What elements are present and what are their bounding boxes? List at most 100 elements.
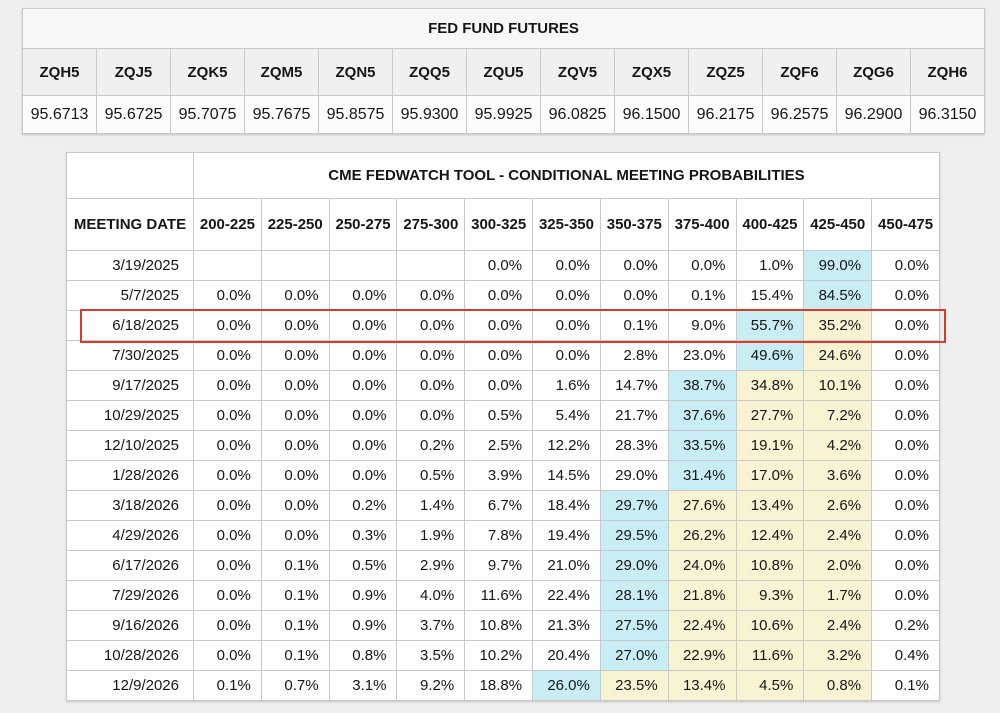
probability-cell: 0.5% [464, 400, 534, 431]
meeting-row: 9/16/2026 0.0% 0.1% 0.9% 3.7% 10.8% 21.3% 27.5%… [66, 610, 940, 641]
meeting-date-cell: 7/30/2025 [66, 340, 194, 371]
probability-cell: 27.0% [599, 640, 669, 671]
fed-fund-futures-table: FED FUND FUTURES ZQH5 ZQJ5 ZQK5 ZQM5 ZQN5 ZQQ… [22, 8, 985, 134]
rate-range-header: 375-400 [667, 198, 737, 251]
probability-cell: 31.4% [667, 460, 737, 491]
probability-cell: 35.2% [803, 310, 873, 341]
probability-cell: 0.0% [260, 430, 330, 461]
probability-cell: 0.8% [328, 640, 398, 671]
probability-cell: 37.6% [667, 400, 737, 431]
futures-price-cell: 96.2175 [688, 95, 763, 134]
probability-cell: 10.2% [464, 640, 534, 671]
rate-range-header: 225-250 [260, 198, 330, 251]
probability-cell: 0.0% [193, 340, 262, 371]
probability-cell: 22.4% [532, 580, 601, 611]
probability-cell: 9.7% [464, 550, 534, 581]
meeting-row: 7/30/2025 0.0% 0.0% 0.0% 0.0% 0.0% 0.0% 2.8% 23.… [66, 340, 940, 371]
probability-cell: 0.0% [871, 580, 940, 611]
futures-price-cell: 96.1500 [614, 95, 689, 134]
probability-cell: 0.0% [193, 460, 262, 491]
probability-cell: 21.8% [667, 580, 737, 611]
probability-cell: 0.0% [193, 580, 262, 611]
futures-symbol-header: ZQJ5 [96, 48, 171, 96]
probability-cell: 38.7% [667, 370, 737, 401]
probability-cell: 84.5% [803, 280, 873, 311]
futures-symbol-header: ZQH5 [22, 48, 97, 96]
probability-cell: 0.5% [328, 550, 398, 581]
probability-cell: 0.0% [260, 310, 330, 341]
probability-cell: 0.0% [193, 430, 262, 461]
probability-cell: 0.0% [328, 340, 398, 371]
probability-cell: 0.0% [328, 400, 398, 431]
probability-cell: 18.8% [464, 670, 534, 701]
meeting-date-cell: 4/29/2026 [66, 520, 194, 551]
probability-cell: 0.0% [599, 280, 669, 311]
rate-range-header: 300-325 [464, 198, 534, 251]
probability-cell: 24.6% [803, 340, 873, 371]
probability-cell: 9.3% [735, 580, 805, 611]
probability-cell: 0.1% [260, 640, 330, 671]
probability-cell: 17.0% [735, 460, 805, 491]
meeting-row: 10/29/2025 0.0% 0.0% 0.0% 0.0% 0.5% 5.4% 21.7% 3… [66, 400, 940, 431]
probability-cell: 1.0% [735, 250, 805, 281]
probability-cell: 0.0% [464, 280, 534, 311]
meeting-row: 9/17/2025 0.0% 0.0% 0.0% 0.0% 0.0% 1.6% 14.7% 38… [66, 370, 940, 401]
futures-symbol-header: ZQF6 [762, 48, 837, 96]
probability-cell: 0.0% [871, 520, 940, 551]
rate-range-header: 325-350 [532, 198, 601, 251]
probability-cell: 3.2% [803, 640, 873, 671]
probability-cell [193, 250, 262, 281]
probability-cell: 0.0% [328, 430, 398, 461]
probability-cell: 0.0% [464, 250, 534, 281]
probability-cell: 4.5% [735, 670, 805, 701]
probability-cell: 0.1% [260, 580, 330, 611]
probability-cell: 0.0% [871, 430, 940, 461]
futures-title-row: FED FUND FUTURES [22, 8, 985, 49]
probability-cell [260, 250, 330, 281]
probability-cell: 9.2% [396, 670, 466, 701]
probability-cell: 0.0% [193, 610, 262, 641]
probability-cell: 14.7% [599, 370, 669, 401]
futures-symbol-row: ZQH5 ZQJ5 ZQK5 ZQM5 ZQN5 ZQQ5 ZQU5 ZQV5 ZQX5 ZQZ5… [22, 48, 985, 96]
probability-cell: 29.0% [599, 550, 669, 581]
futures-price-cell: 96.2900 [836, 95, 911, 134]
probability-cell: 19.4% [532, 520, 601, 551]
probability-cell: 0.0% [260, 460, 330, 491]
futures-price-cell: 95.7675 [244, 95, 319, 134]
probability-cell: 0.0% [871, 310, 940, 341]
probability-cell: 29.7% [599, 490, 669, 521]
probability-cell: 13.4% [667, 670, 737, 701]
probability-cell: 12.4% [735, 520, 805, 551]
probability-cell: 0.0% [193, 280, 262, 311]
probability-cell: 0.0% [464, 310, 534, 341]
probability-cell: 26.2% [667, 520, 737, 551]
probability-cell: 1.6% [532, 370, 601, 401]
meeting-row: 12/9/2026 0.1% 0.7% 3.1% 9.2% 18.8% 26.0% 23.5%… [66, 670, 940, 701]
futures-price-cell: 95.9925 [466, 95, 541, 134]
meeting-date-cell: 9/16/2026 [66, 610, 194, 641]
probability-cell: 0.0% [396, 370, 466, 401]
fedwatch-body: 3/19/2025 0.0% 0.0% 0.0% 0.0% 1.0% 99.0% 0.0% 5/… [66, 250, 940, 701]
probability-cell: 3.5% [396, 640, 466, 671]
probability-cell: 0.0% [328, 460, 398, 491]
cme-fedwatch-table: CME FEDWATCH TOOL - CONDITIONAL MEETING … [66, 152, 940, 701]
futures-price-cell: 96.3150 [910, 95, 985, 134]
probability-cell: 0.0% [871, 340, 940, 371]
rate-range-header: 275-300 [396, 198, 466, 251]
probability-cell: 0.0% [328, 370, 398, 401]
probability-cell: 0.0% [193, 310, 262, 341]
probability-cell: 0.0% [464, 340, 534, 371]
probability-cell: 2.5% [464, 430, 534, 461]
probability-cell [328, 250, 398, 281]
probability-cell: 29.5% [599, 520, 669, 551]
probability-cell: 0.8% [803, 670, 873, 701]
meeting-date-cell: 12/9/2026 [66, 670, 194, 701]
probability-cell: 0.9% [328, 610, 398, 641]
rate-range-header: 200-225 [193, 198, 262, 251]
probability-cell: 0.0% [871, 370, 940, 401]
probability-cell: 0.0% [193, 490, 262, 521]
probability-cell: 0.1% [260, 610, 330, 641]
probability-cell: 11.6% [464, 580, 534, 611]
probability-cell: 0.0% [193, 550, 262, 581]
probability-cell: 0.9% [328, 580, 398, 611]
